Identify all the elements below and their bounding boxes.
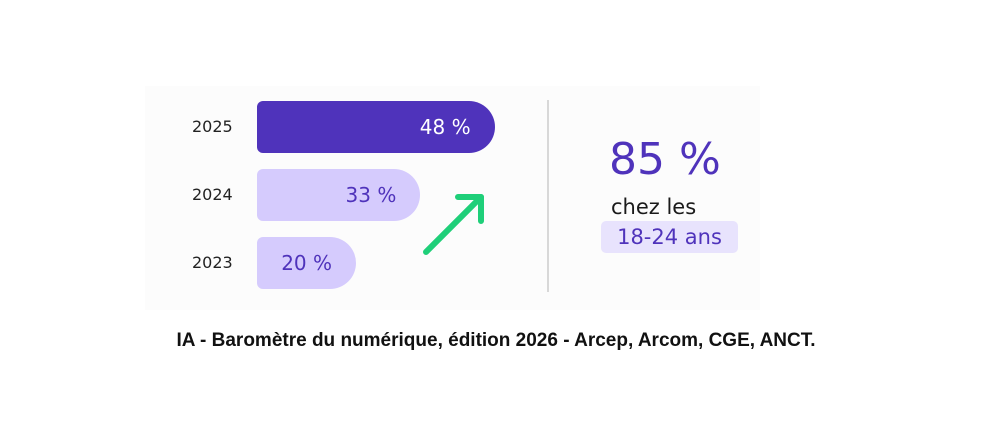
callout-text: chez les [611,195,697,219]
callout-value: 85 % [609,134,721,185]
tick-label-2025: 2025 [192,117,233,136]
data-label-2023: 20 % [281,251,332,275]
callout-group-badge: 18-24 ans [601,221,738,253]
data-label-2024: 33 % [345,183,397,207]
divider [547,100,549,292]
tick-label-2024: 2024 [192,185,233,204]
bar-2024: 33 % [257,169,421,221]
tick-label-2023: 2023 [192,253,233,272]
caption: IA - Baromètre du numérique, édition 202… [176,330,816,351]
bar-2023: 20 % [257,237,356,289]
bar-2025: 48 % [257,101,495,153]
data-label-2025: 48 % [419,115,471,139]
